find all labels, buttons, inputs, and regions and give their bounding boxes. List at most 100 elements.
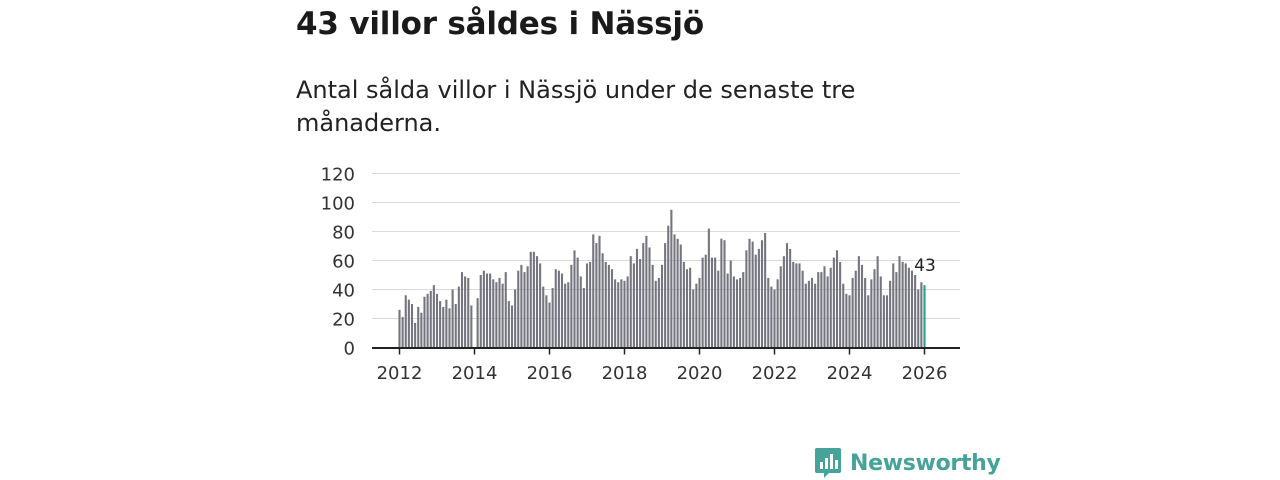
bar bbox=[501, 283, 504, 348]
bar bbox=[589, 261, 592, 348]
bar bbox=[482, 270, 485, 348]
last-value-label: 43 bbox=[914, 256, 936, 276]
bar bbox=[851, 277, 854, 348]
bar bbox=[667, 225, 670, 348]
bar bbox=[917, 289, 920, 348]
bar bbox=[551, 288, 554, 348]
bar bbox=[792, 261, 795, 348]
bar bbox=[485, 273, 489, 348]
bar bbox=[592, 234, 595, 348]
bar bbox=[585, 263, 589, 348]
bar bbox=[848, 295, 851, 348]
bar bbox=[607, 264, 610, 348]
bar bbox=[892, 263, 895, 348]
newsworthy-logo-icon bbox=[815, 448, 841, 478]
bar bbox=[404, 295, 407, 348]
bar bbox=[489, 273, 492, 348]
bar bbox=[898, 256, 901, 348]
bar bbox=[454, 304, 457, 348]
x-tick-label: 2014 bbox=[452, 363, 498, 384]
bar bbox=[882, 295, 885, 348]
bar bbox=[820, 272, 823, 348]
bar bbox=[785, 243, 789, 348]
bar bbox=[726, 273, 729, 348]
bar bbox=[773, 289, 776, 348]
bar bbox=[704, 254, 707, 348]
bar bbox=[604, 261, 607, 348]
bar bbox=[717, 270, 720, 348]
bar bbox=[748, 238, 751, 348]
bar bbox=[757, 248, 760, 348]
bar bbox=[879, 276, 882, 348]
bar bbox=[498, 277, 501, 348]
bar bbox=[889, 280, 892, 348]
bar bbox=[479, 275, 482, 348]
bar bbox=[779, 266, 782, 348]
bar bbox=[548, 302, 551, 348]
x-tick-label: 2016 bbox=[527, 363, 573, 384]
bar bbox=[629, 256, 632, 348]
bar bbox=[595, 243, 598, 348]
bar bbox=[467, 277, 470, 348]
bar bbox=[507, 301, 510, 348]
bar bbox=[532, 251, 535, 348]
x-tick-label: 2012 bbox=[377, 363, 423, 384]
bar bbox=[626, 276, 629, 348]
chart-title: 43 villor såldes i Nässjö bbox=[296, 6, 704, 42]
bar bbox=[876, 256, 879, 348]
brand-name: Newsworthy bbox=[850, 450, 1001, 476]
bar bbox=[920, 282, 923, 348]
bar bbox=[770, 286, 773, 348]
bar bbox=[845, 293, 848, 348]
bar bbox=[910, 270, 914, 348]
bar bbox=[739, 277, 742, 348]
bar bbox=[895, 272, 898, 348]
bar bbox=[554, 269, 557, 348]
bar bbox=[760, 240, 764, 348]
bar bbox=[545, 295, 548, 348]
bar bbox=[776, 279, 779, 348]
bar bbox=[904, 263, 907, 348]
bar bbox=[598, 235, 601, 348]
bar bbox=[679, 244, 682, 348]
bar bbox=[464, 276, 467, 348]
bar bbox=[804, 283, 807, 348]
bar bbox=[401, 317, 404, 348]
bar bbox=[885, 295, 889, 348]
bar bbox=[457, 286, 460, 348]
y-tick-label: 80 bbox=[332, 223, 355, 244]
bar bbox=[767, 277, 770, 348]
bar bbox=[660, 264, 664, 348]
y-tick-label: 100 bbox=[321, 194, 355, 215]
bar bbox=[648, 247, 651, 348]
y-tick-label: 20 bbox=[332, 310, 355, 331]
y-axis-ticks: 0 20 40 60 80 100 120 bbox=[321, 165, 355, 360]
chart-subtitle: Antal sålda villor i Nässjö under de sen… bbox=[296, 76, 856, 137]
x-tick-label: 2018 bbox=[602, 363, 648, 384]
bar bbox=[707, 228, 710, 348]
bar bbox=[520, 264, 523, 348]
bar bbox=[685, 269, 689, 348]
bar bbox=[735, 279, 739, 348]
y-tick-label: 40 bbox=[332, 281, 355, 302]
bar bbox=[745, 250, 748, 348]
bar bbox=[839, 261, 842, 348]
bar bbox=[810, 277, 814, 348]
bar bbox=[617, 282, 620, 348]
bar bbox=[698, 277, 701, 348]
bar bbox=[410, 304, 414, 348]
bar bbox=[826, 276, 829, 348]
bar bbox=[701, 257, 704, 348]
bar bbox=[539, 263, 542, 348]
bar bbox=[645, 235, 648, 348]
bar bbox=[442, 306, 445, 348]
bar bbox=[564, 283, 567, 348]
bar bbox=[470, 305, 473, 348]
bar bbox=[423, 296, 426, 348]
bar bbox=[657, 277, 660, 348]
bar bbox=[560, 273, 564, 348]
bar bbox=[642, 243, 645, 348]
x-tick-label: 2026 bbox=[902, 363, 948, 384]
bar bbox=[860, 264, 864, 348]
bar bbox=[907, 267, 910, 348]
